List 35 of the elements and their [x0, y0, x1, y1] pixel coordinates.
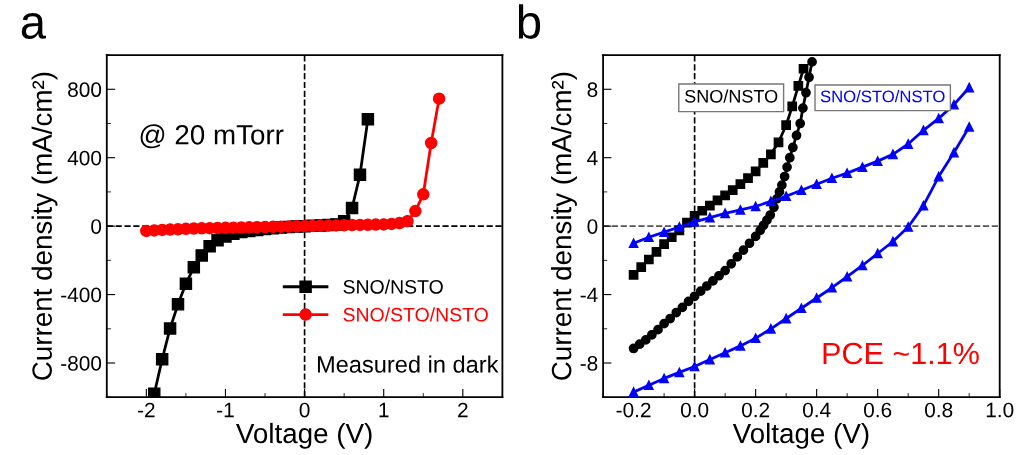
legend-label: SNO/STO/NSTO [343, 307, 488, 322]
y-tick-label: -8 [580, 356, 598, 371]
x-tick-label: 0.8 [925, 402, 953, 418]
x-tick-label: 0.6 [864, 402, 892, 418]
y-tick-label: -800 [61, 356, 102, 371]
y-tick-label: 8 [587, 82, 598, 98]
legend-label: SNO/NSTO [343, 279, 443, 294]
annotation: SNO/NSTO [685, 89, 778, 103]
x-axis-title: Voltage (V) [732, 422, 869, 449]
x-tick-label: -2 [138, 402, 155, 418]
x-tick-label: 1 [379, 402, 389, 418]
y-tick-label: 4 [587, 150, 598, 166]
annotation: @ 20 mTorr [140, 124, 284, 149]
x-tick-label: 0 [299, 402, 310, 418]
x-tick-label: 1.0 [986, 402, 1014, 418]
x-tick-label: -1 [217, 402, 234, 418]
y-tick-label: 0 [587, 219, 598, 234]
y-tick-label: -4 [580, 287, 598, 303]
annotation: PCE ~1.1% [823, 342, 979, 365]
y-axis-title: Current density (mA/cm²) [551, 72, 577, 380]
annotation: Measured in dark [317, 355, 499, 373]
y-tick-label: -400 [61, 287, 102, 303]
x-tick-label: 0.2 [741, 402, 770, 418]
y-tick-label: 800 [68, 82, 102, 98]
x-tick-label: 0.4 [802, 402, 831, 418]
text: a [21, 13, 47, 39]
y-axis-title: Current density (mA/cm²) [31, 72, 58, 380]
x-axis-title: Voltage (V) [236, 422, 372, 449]
text: b [518, 4, 541, 39]
y-tick-label: 0 [91, 219, 102, 234]
x-tick-label: -0.2 [616, 402, 651, 418]
y-tick-label: 400 [67, 150, 102, 166]
x-tick-label: 0.0 [680, 402, 709, 418]
annotation: SNO/STO/NSTO [820, 90, 945, 103]
x-tick-label: 2 [458, 402, 468, 418]
